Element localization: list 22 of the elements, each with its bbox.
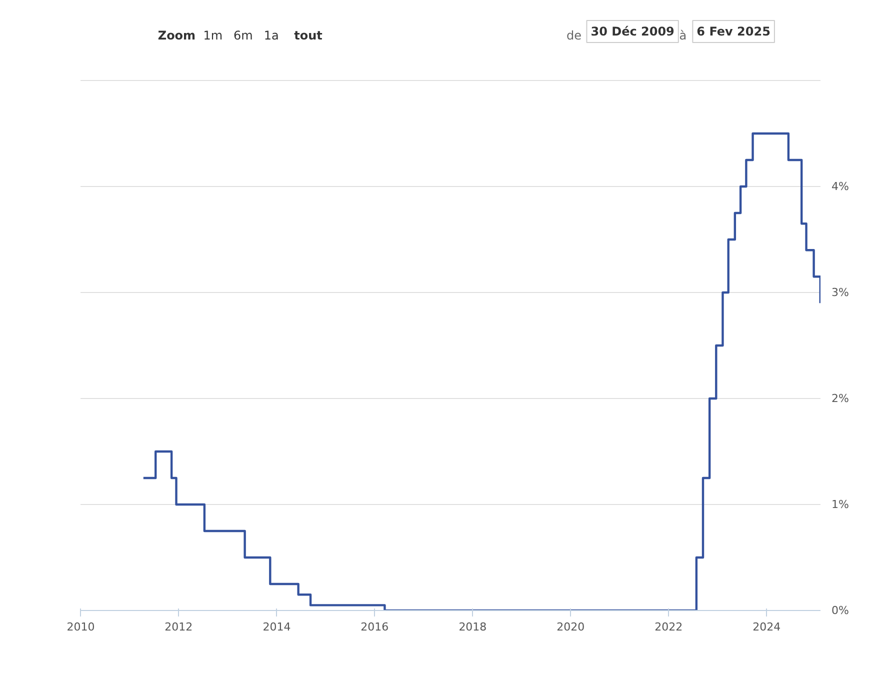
x-tick-label: 2014 xyxy=(262,620,291,634)
y-tick-label: 1% xyxy=(832,498,849,511)
text: Zoom xyxy=(158,28,196,42)
x-tick-label: 2020 xyxy=(556,620,585,634)
x-tick-label: 2010 xyxy=(66,620,95,634)
y-tick-label: 4% xyxy=(832,180,849,193)
text: 1m xyxy=(203,28,223,42)
x-tick-label: 2012 xyxy=(164,620,193,634)
x-tick-label: 2022 xyxy=(654,620,683,634)
y-tick-label: 2% xyxy=(832,392,849,405)
text: 1a xyxy=(264,28,279,42)
text: 6m xyxy=(234,28,253,42)
text: à xyxy=(679,28,687,42)
text: de xyxy=(566,28,582,42)
text: 6 Fev 2025 xyxy=(696,24,770,38)
text: 30 Déc 2009 xyxy=(590,24,674,38)
x-tick-label: 2018 xyxy=(458,620,487,634)
y-tick-label: 3% xyxy=(832,286,849,299)
text: tout xyxy=(294,28,323,42)
x-tick-label: 2016 xyxy=(360,620,389,634)
x-tick-label: 2024 xyxy=(752,620,781,634)
y-tick-label: 0% xyxy=(832,604,849,617)
